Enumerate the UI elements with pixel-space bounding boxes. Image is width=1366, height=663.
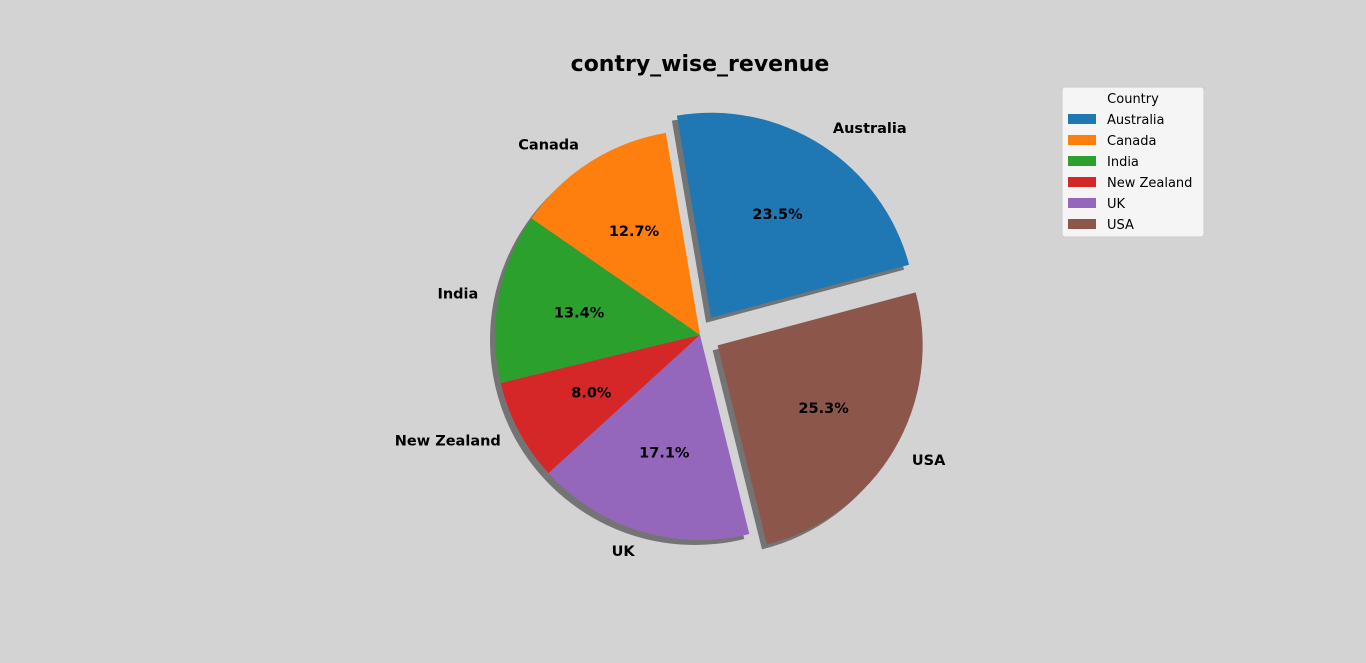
legend: Country Australia Canada India New Zealand U… xyxy=(1061,86,1205,238)
legend-label-uk: UK xyxy=(1107,197,1126,212)
legend-label-canada: Canada xyxy=(1107,134,1156,149)
slice-usa xyxy=(717,292,923,545)
chart-title: contry_wise_revenue xyxy=(571,52,830,77)
legend-box xyxy=(1061,86,1205,238)
legend-entries: Australia Canada India New Zealand UK USA xyxy=(1068,113,1192,233)
slice-uk xyxy=(548,335,750,540)
slice-australia xyxy=(676,112,910,318)
slice-new-zealand xyxy=(500,335,700,474)
slice-canada xyxy=(531,132,700,335)
slice-india xyxy=(495,218,700,384)
legend-label-australia: Australia xyxy=(1107,113,1165,128)
legend-swatch-canada xyxy=(1068,135,1096,145)
percent-label-india: 13.4% xyxy=(554,305,605,321)
percent-label-new-zealand: 8.0% xyxy=(571,386,612,402)
percent-label-canada: 12.7% xyxy=(609,224,660,240)
slice-labels: Australia Canada India New Zealand UK USA xyxy=(395,121,946,560)
legend-swatch-australia xyxy=(1068,114,1096,124)
slice-label-new-zealand: New Zealand xyxy=(395,434,501,450)
legend-label-new-zealand: New Zealand xyxy=(1107,176,1192,191)
legend-title: Country xyxy=(1107,92,1159,107)
legend-label-india: India xyxy=(1107,155,1139,170)
legend-label-usa: USA xyxy=(1107,218,1134,233)
pie-slices xyxy=(495,112,923,545)
slice-label-usa: USA xyxy=(912,453,946,469)
percent-labels: 23.5% 12.7% 13.4% 8.0% 17.1% 25.3% xyxy=(554,207,849,461)
legend-swatch-new-zealand xyxy=(1068,177,1096,187)
percent-label-uk: 17.1% xyxy=(639,446,690,462)
percent-label-australia: 23.5% xyxy=(752,207,803,223)
slice-label-india: India xyxy=(437,287,478,303)
slice-label-uk: UK xyxy=(612,544,636,560)
legend-swatch-usa xyxy=(1068,219,1096,229)
percent-label-usa: 25.3% xyxy=(798,401,849,417)
slice-label-australia: Australia xyxy=(833,121,907,137)
legend-swatch-uk xyxy=(1068,198,1096,208)
legend-swatch-india xyxy=(1068,156,1096,166)
slice-label-canada: Canada xyxy=(518,138,579,154)
